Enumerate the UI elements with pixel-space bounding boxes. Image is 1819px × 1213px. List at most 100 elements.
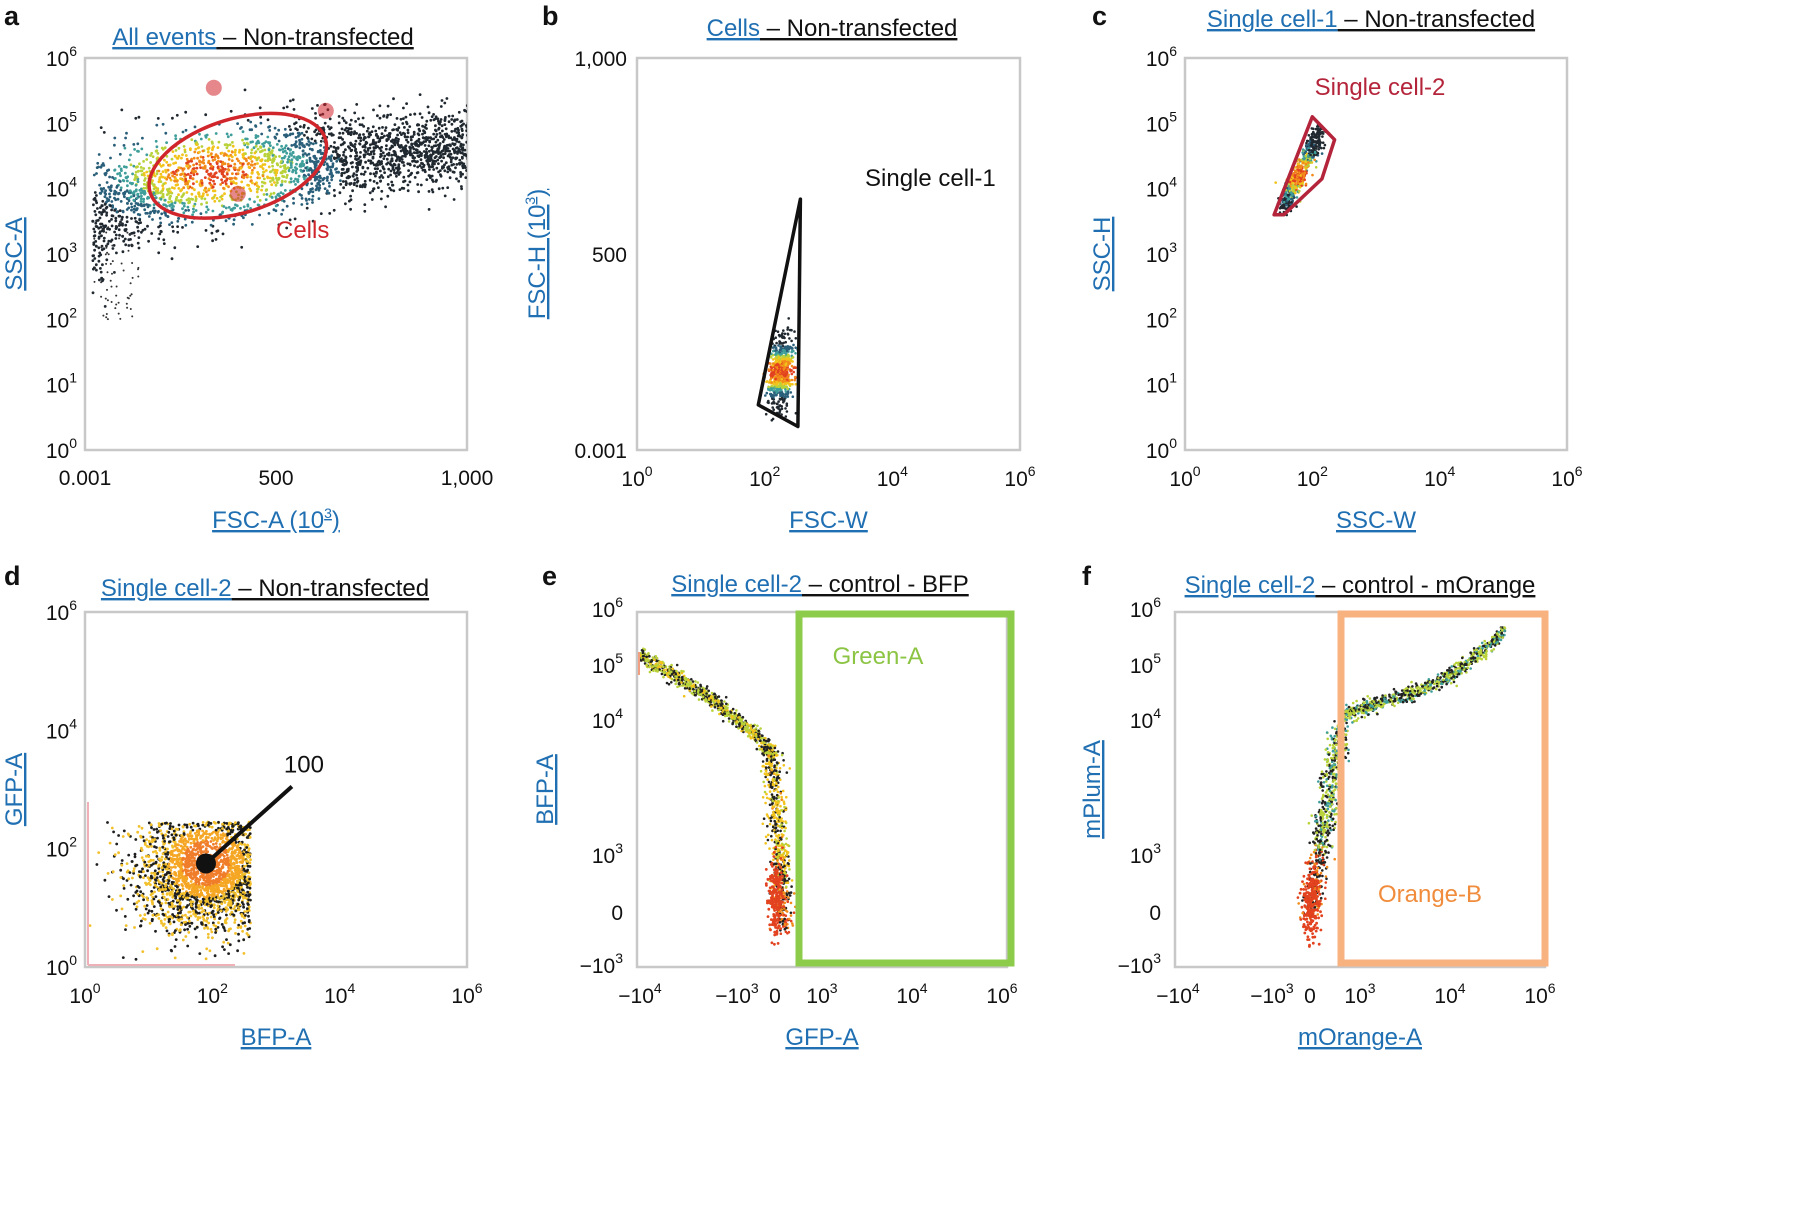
event-dot — [300, 131, 304, 135]
event-dot — [1274, 181, 1277, 184]
event-dot — [441, 129, 444, 133]
event-dot — [191, 900, 195, 904]
event-dot — [253, 151, 257, 155]
event-dot — [345, 182, 348, 185]
event-dot — [371, 155, 375, 159]
event-dot — [776, 358, 780, 362]
event-dot — [112, 244, 116, 247]
event-dot — [789, 391, 793, 394]
plot-frame — [83, 610, 469, 969]
event-dot — [434, 135, 438, 139]
event-dot — [202, 192, 205, 196]
event-dot — [316, 104, 319, 107]
event-dot — [417, 190, 420, 194]
event-dot — [239, 919, 243, 923]
event-dot — [126, 202, 129, 205]
event-dot — [441, 186, 445, 190]
event-dot — [378, 176, 382, 179]
event-dot — [119, 188, 123, 192]
event-dot — [462, 143, 465, 147]
event-dot — [164, 926, 168, 930]
event-dot — [396, 139, 400, 143]
event-dot — [385, 144, 388, 148]
event-dot — [420, 152, 423, 155]
event-dot — [450, 163, 454, 167]
event-dot — [205, 205, 209, 209]
event-dot — [260, 184, 264, 188]
event-dot — [143, 182, 146, 186]
event-dot — [191, 828, 195, 832]
event-dot — [300, 169, 303, 173]
event-dot — [783, 397, 786, 401]
event-dot — [237, 923, 241, 927]
event-dot — [93, 191, 97, 194]
tick-base: 10 — [46, 244, 69, 267]
event-dot — [291, 151, 295, 155]
event-dot — [183, 844, 187, 848]
event-dot — [205, 201, 209, 205]
event-dot — [791, 383, 794, 386]
event-dot — [402, 187, 406, 190]
event-dot — [305, 130, 308, 134]
event-dot — [140, 173, 144, 177]
event-dot — [421, 141, 425, 145]
event-dot — [286, 158, 290, 161]
event-dot — [246, 890, 250, 894]
event-dot — [157, 237, 161, 241]
event-dot — [147, 821, 151, 825]
event-dot — [311, 201, 314, 204]
event-dot — [223, 192, 226, 196]
event-dot — [211, 209, 215, 213]
event-dot — [390, 159, 394, 163]
event-dot — [246, 145, 249, 149]
event-dot — [294, 169, 297, 173]
event-dot — [452, 198, 456, 201]
event-dot — [117, 312, 120, 315]
event-dot — [369, 161, 373, 165]
event-dot — [268, 170, 272, 174]
event-dot — [432, 113, 435, 116]
event-dot — [188, 165, 192, 168]
event-dot — [358, 142, 361, 146]
event-dot — [115, 294, 118, 297]
event-dot — [386, 183, 390, 186]
event-dot — [305, 202, 309, 206]
event-dot — [783, 332, 787, 336]
event-dot — [223, 143, 227, 147]
event-dot — [163, 873, 167, 877]
event-dot — [342, 162, 346, 166]
event-dot — [173, 945, 177, 948]
event-dot — [794, 382, 798, 386]
event-dot — [111, 272, 113, 275]
event-dot — [184, 935, 188, 938]
event-dot — [146, 197, 149, 200]
event-dot — [413, 164, 416, 168]
event-dot — [463, 152, 467, 156]
event-dot — [143, 208, 147, 212]
event-dot — [369, 133, 372, 137]
event-dot — [466, 134, 467, 137]
panel-title: Single cell-2 – Non-transfected — [101, 575, 429, 602]
event-dot — [106, 288, 108, 291]
event-dot — [277, 176, 281, 180]
event-dot — [303, 152, 307, 155]
event-dot — [206, 208, 210, 212]
event-dot — [433, 150, 436, 154]
event-dot — [332, 156, 336, 160]
event-dot — [375, 163, 378, 166]
event-dot — [223, 174, 226, 178]
event-dot — [161, 195, 165, 199]
event-dot — [133, 148, 137, 151]
event-dot — [100, 222, 104, 226]
event-dot — [150, 232, 154, 235]
event-dot — [1303, 151, 1307, 155]
event-dot — [427, 190, 431, 193]
event-dot — [302, 173, 306, 177]
event-dot — [786, 368, 789, 372]
x-tick-label: 0.001 — [59, 467, 112, 490]
title-sample: – Non-transfected — [232, 575, 429, 602]
event-dot — [396, 133, 399, 137]
event-dot — [349, 198, 353, 202]
event-dot — [195, 162, 199, 166]
